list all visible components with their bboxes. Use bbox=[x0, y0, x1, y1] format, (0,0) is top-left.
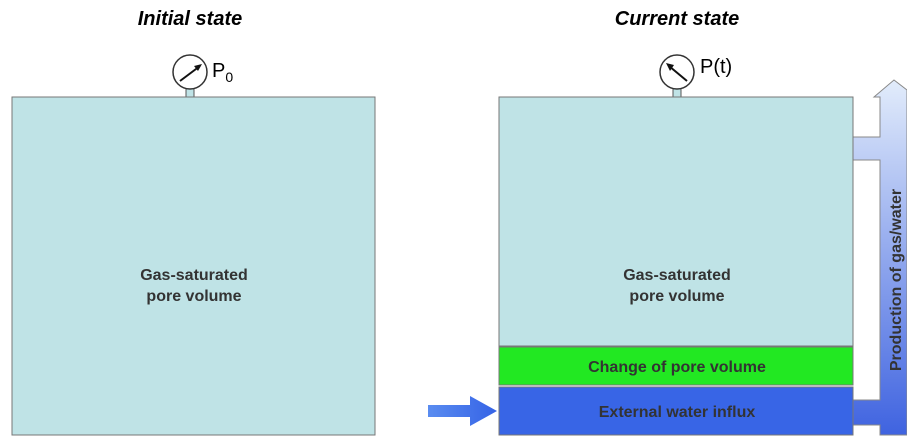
left-title: Initial state bbox=[138, 8, 242, 30]
gauge-needle-tip bbox=[194, 64, 202, 71]
middle-label: Change of pore volume bbox=[588, 359, 766, 376]
gas-region bbox=[498, 96, 854, 347]
gauge-label: P0 bbox=[212, 60, 233, 85]
gauge-label: P(t) bbox=[700, 56, 732, 78]
water-region bbox=[498, 386, 854, 436]
bottom-label: External water influx bbox=[599, 404, 756, 421]
production-label: Production of gas/water bbox=[888, 189, 905, 371]
box-label: Gas-saturated bbox=[623, 267, 731, 284]
production-arrow bbox=[852, 79, 907, 436]
right-title: Current state bbox=[615, 8, 739, 30]
gauge-needle bbox=[668, 65, 688, 82]
pore-change-region bbox=[498, 346, 854, 386]
left-box bbox=[11, 96, 376, 436]
box-label: Gas-saturated bbox=[140, 267, 248, 284]
gauge-needle-tip bbox=[666, 63, 674, 71]
gauge bbox=[172, 54, 208, 90]
box-label: pore volume bbox=[629, 288, 724, 305]
influx-arrow bbox=[428, 396, 497, 426]
box-label: pore volume bbox=[146, 288, 241, 305]
